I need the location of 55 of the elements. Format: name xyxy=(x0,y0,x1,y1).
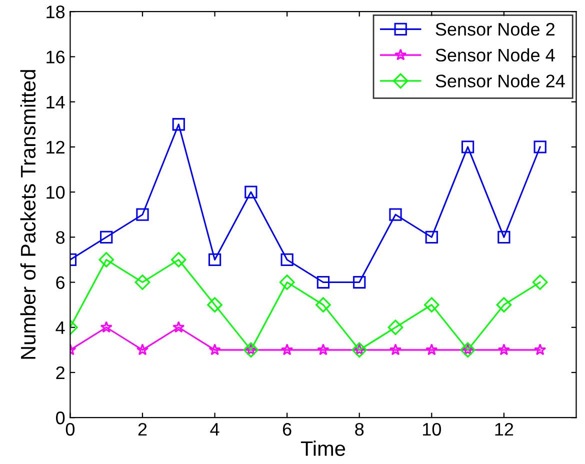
x-axis-title: Time xyxy=(300,440,346,456)
point xyxy=(281,344,294,356)
point xyxy=(316,276,330,289)
point xyxy=(208,253,222,266)
point xyxy=(172,321,185,333)
y-tick-label: 4 xyxy=(56,322,65,334)
legend-label: Sensor Node 2 xyxy=(436,22,554,36)
y-tick-label: 8 xyxy=(56,231,65,244)
point xyxy=(534,140,546,154)
legend-label: Sensor Node 4 xyxy=(436,48,555,62)
point xyxy=(134,274,150,290)
y-tick-label: 18 xyxy=(46,6,65,18)
point xyxy=(100,321,112,333)
point xyxy=(498,230,510,244)
point xyxy=(389,344,402,356)
point xyxy=(207,297,222,312)
y-tick-label: 12 xyxy=(46,140,64,154)
point xyxy=(424,297,440,312)
point xyxy=(98,252,114,268)
y-axis-title: Number of Packets Transmitted xyxy=(20,70,36,359)
point xyxy=(532,274,548,290)
point xyxy=(100,230,113,244)
point xyxy=(498,344,510,356)
y-tick-label: 0 xyxy=(56,412,65,424)
point xyxy=(534,344,546,356)
point xyxy=(208,344,221,356)
legend-label: Sensor Node 24 xyxy=(436,74,565,88)
y-tick-label: 6 xyxy=(56,276,65,289)
point xyxy=(496,297,512,312)
y-tick-label: 2 xyxy=(56,366,64,380)
point xyxy=(461,140,474,154)
x-tick-label: 8 xyxy=(355,422,364,436)
point xyxy=(170,252,186,268)
y-tick-label: 16 xyxy=(46,50,65,64)
x-tick-label: 0 xyxy=(66,422,75,436)
point xyxy=(426,344,438,356)
y-tick-label: 14 xyxy=(46,96,65,108)
point xyxy=(317,344,330,356)
y-tick-label: 10 xyxy=(46,186,65,199)
point xyxy=(353,276,366,289)
point xyxy=(136,208,149,221)
x-tick-label: 10 xyxy=(422,422,441,436)
point xyxy=(279,274,295,290)
x-tick-label: 2 xyxy=(138,422,147,436)
x-tick-label: 12 xyxy=(495,422,514,436)
point xyxy=(136,344,149,356)
point xyxy=(172,118,185,131)
point xyxy=(388,320,404,336)
point xyxy=(425,230,438,244)
point xyxy=(280,253,294,266)
x-tick-label: 4 xyxy=(210,423,220,436)
x-tick-label: 6 xyxy=(282,422,292,436)
point xyxy=(244,186,258,198)
point xyxy=(316,297,331,312)
point xyxy=(389,208,402,221)
